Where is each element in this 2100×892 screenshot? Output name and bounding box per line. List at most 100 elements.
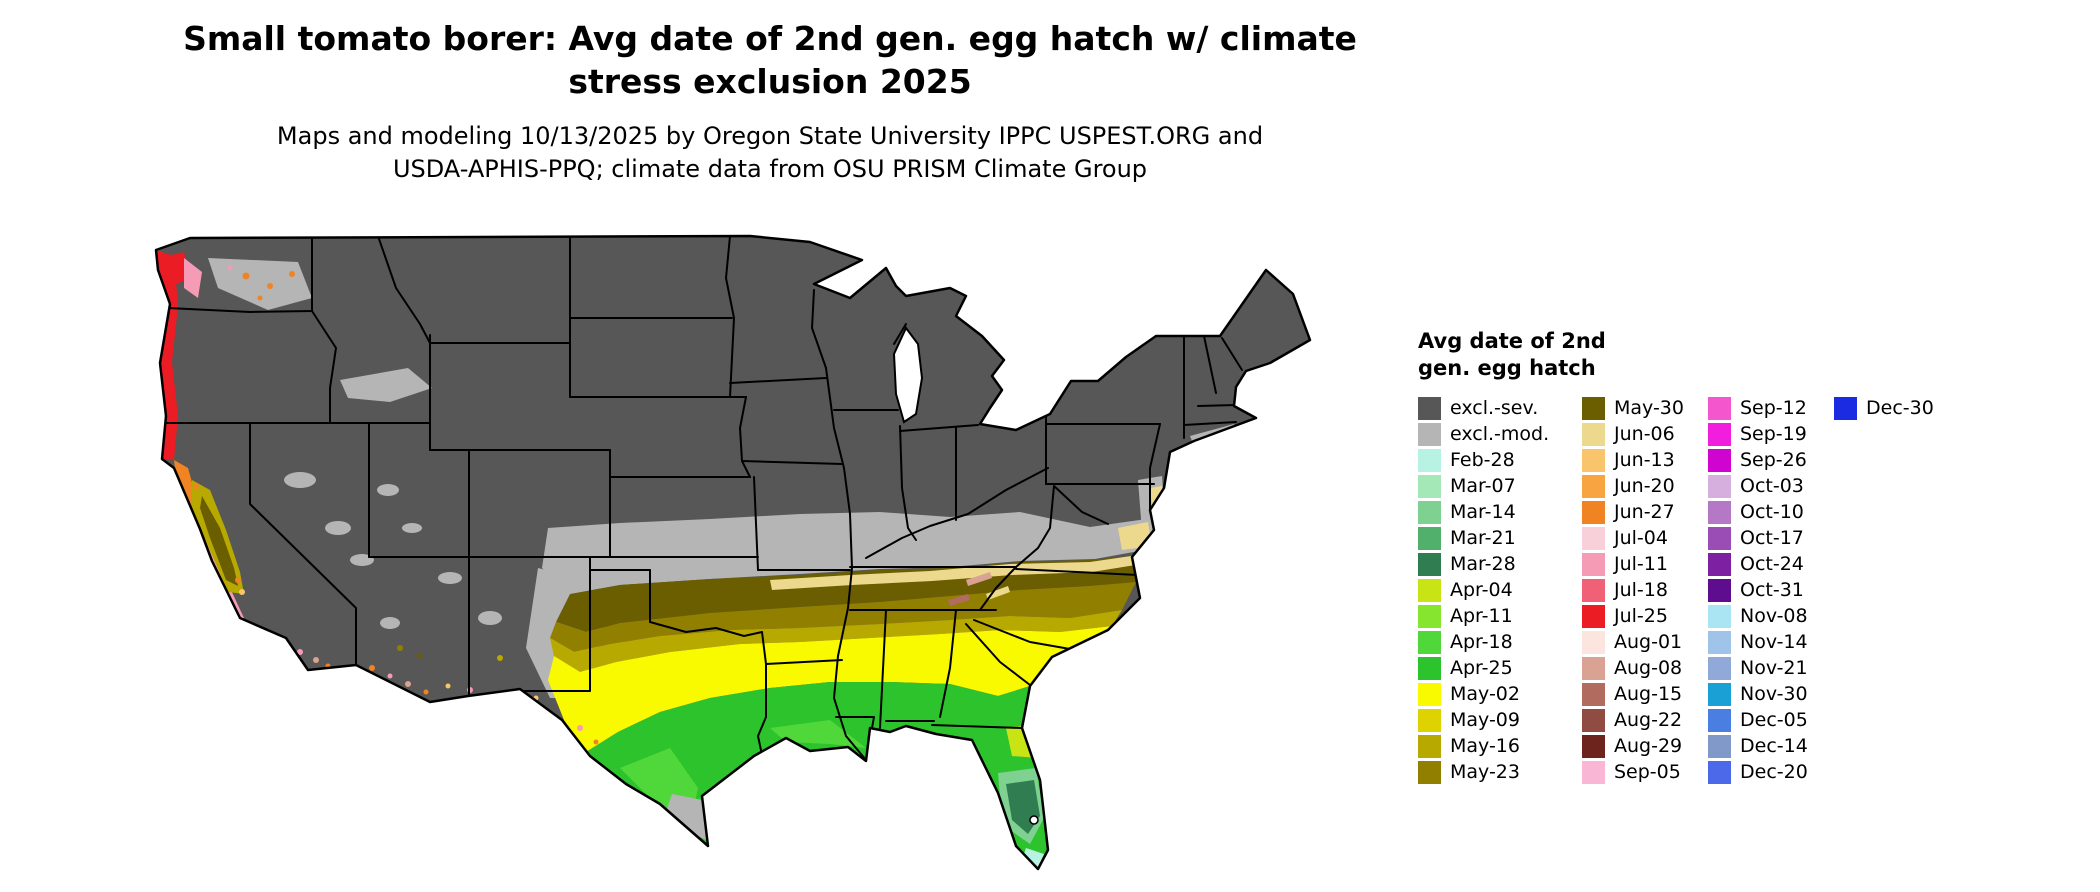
legend-label: Sep-05 (1614, 761, 1681, 784)
legend-label: Mar-14 (1450, 501, 1516, 524)
legend-item: Jul-04 (1582, 526, 1684, 550)
legend-label: May-30 (1614, 397, 1684, 420)
map-title: Small tomato borer: Avg date of 2nd gen.… (183, 19, 1357, 101)
region-fl-tip-cyan (1022, 848, 1044, 868)
legend-label: Apr-04 (1450, 579, 1513, 602)
legend-label: Aug-29 (1614, 735, 1683, 758)
legend-swatch (1582, 760, 1605, 784)
legend-label: May-02 (1450, 683, 1520, 706)
legend-column: Sep-12 Sep-19 Sep-26 Oct-03 Oct-10 Oct-17 Oct-… (1708, 396, 1808, 784)
state-borders (165, 236, 1243, 761)
legend-title: Avg date of 2nd gen. egg hatch (1418, 328, 2038, 383)
region-jun-tan-stripe (770, 553, 1154, 590)
legend-swatch (1582, 422, 1605, 446)
legend-label: Nov-08 (1740, 605, 1808, 628)
legend-swatch (1582, 526, 1605, 550)
legend-swatch (1418, 500, 1441, 524)
legend-label: Jul-11 (1614, 553, 1668, 576)
legend-label: Mar-21 (1450, 527, 1516, 550)
legend: Avg date of 2nd gen. egg hatch excl.-sev.… (1418, 328, 2038, 817)
legend-item: Apr-11 (1418, 604, 1549, 628)
legend-item: Jun-27 (1582, 500, 1684, 524)
legend-swatch (1418, 396, 1441, 420)
legend-item: Jul-11 (1582, 552, 1684, 576)
legend-item: Aug-15 (1582, 682, 1684, 706)
legend-label: Feb-28 (1450, 449, 1515, 472)
legend-item: Nov-21 (1708, 656, 1808, 680)
legend-item: Jun-06 (1582, 422, 1684, 446)
legend-item: excl.-sev. (1418, 396, 1549, 420)
legend-label: Jul-18 (1614, 579, 1668, 602)
legend-label: Jun-27 (1614, 501, 1675, 524)
legend-swatch (1708, 526, 1731, 550)
legend-swatch (1834, 396, 1857, 420)
legend-label: Sep-19 (1740, 423, 1807, 446)
legend-swatch (1418, 656, 1441, 680)
legend-label: Jul-25 (1614, 605, 1668, 628)
legend-column: May-30 Jun-06 Jun-13 Jun-20 Jun-27 Jul-04 Jul-… (1582, 396, 1684, 784)
legend-item: Oct-17 (1708, 526, 1808, 550)
legend-swatch (1582, 630, 1605, 654)
legend-item: Apr-25 (1418, 656, 1549, 680)
legend-swatch (1708, 630, 1731, 654)
appalachian-speckles (948, 572, 1010, 606)
lakes (892, 326, 1039, 825)
legend-label: Jun-06 (1614, 423, 1675, 446)
legend-label: Nov-30 (1740, 683, 1808, 706)
legend-swatch (1708, 422, 1731, 446)
region-gray-eastern-wa (208, 258, 312, 310)
legend-label: excl.-sev. (1450, 397, 1539, 420)
legend-item: Oct-31 (1708, 578, 1808, 602)
legend-item: Mar-07 (1418, 474, 1549, 498)
legend-column: excl.-sev. excl.-mod. Feb-28 Mar-07 Mar-14 Ma… (1418, 396, 1549, 784)
legend-swatch (1418, 630, 1441, 654)
legend-swatch (1418, 578, 1441, 602)
legend-swatch (1708, 604, 1731, 628)
legend-label: Nov-21 (1740, 657, 1808, 680)
legend-item: Oct-10 (1708, 500, 1808, 524)
legend-label: Oct-17 (1740, 527, 1804, 550)
region-puget-pink (184, 258, 202, 298)
legend-label: Oct-24 (1740, 553, 1804, 576)
legend-swatch (1582, 578, 1605, 602)
legend-label: Nov-14 (1740, 631, 1808, 654)
legend-swatch (1418, 552, 1441, 576)
legend-label: May-23 (1450, 761, 1520, 784)
legend-item: Dec-05 (1708, 708, 1808, 732)
legend-swatch (1582, 734, 1605, 758)
legend-label: Aug-08 (1614, 657, 1683, 680)
legend-swatch (1418, 708, 1441, 732)
legend-label: Oct-31 (1740, 579, 1804, 602)
legend-label: Oct-10 (1740, 501, 1804, 524)
legend-swatch (1708, 760, 1731, 784)
legend-item: Sep-05 (1582, 760, 1684, 784)
legend-swatch (1708, 396, 1731, 420)
legend-label: May-16 (1450, 735, 1520, 758)
header: Small tomato borer: Avg date of 2nd gen.… (180, 18, 1360, 187)
lake-michigan (892, 326, 924, 424)
legend-label: Dec-05 (1740, 709, 1808, 732)
legend-item: Apr-04 (1418, 578, 1549, 602)
legend-swatch (1418, 734, 1441, 758)
legend-swatch (1708, 552, 1731, 576)
region-central-valley-core (200, 496, 238, 586)
legend-swatch (1418, 682, 1441, 706)
legend-item: Dec-20 (1708, 760, 1808, 784)
legend-item: Sep-12 (1708, 396, 1808, 420)
legend-label: Mar-28 (1450, 553, 1516, 576)
legend-item: excl.-mod. (1418, 422, 1549, 446)
legend-item: Nov-30 (1708, 682, 1808, 706)
legend-label: Oct-03 (1740, 475, 1804, 498)
legend-item: May-16 (1418, 734, 1549, 758)
lake-okeechobee (1029, 815, 1039, 825)
legend-item: May-23 (1418, 760, 1549, 784)
legend-swatch (1708, 578, 1731, 602)
legend-label: Mar-07 (1450, 475, 1516, 498)
legend-item: Jun-20 (1582, 474, 1684, 498)
region-band-may23 (550, 582, 1136, 652)
us-map-svg (154, 234, 1312, 871)
legend-item: May-30 (1582, 396, 1684, 420)
legend-swatch (1418, 760, 1441, 784)
legend-swatch (1582, 474, 1605, 498)
